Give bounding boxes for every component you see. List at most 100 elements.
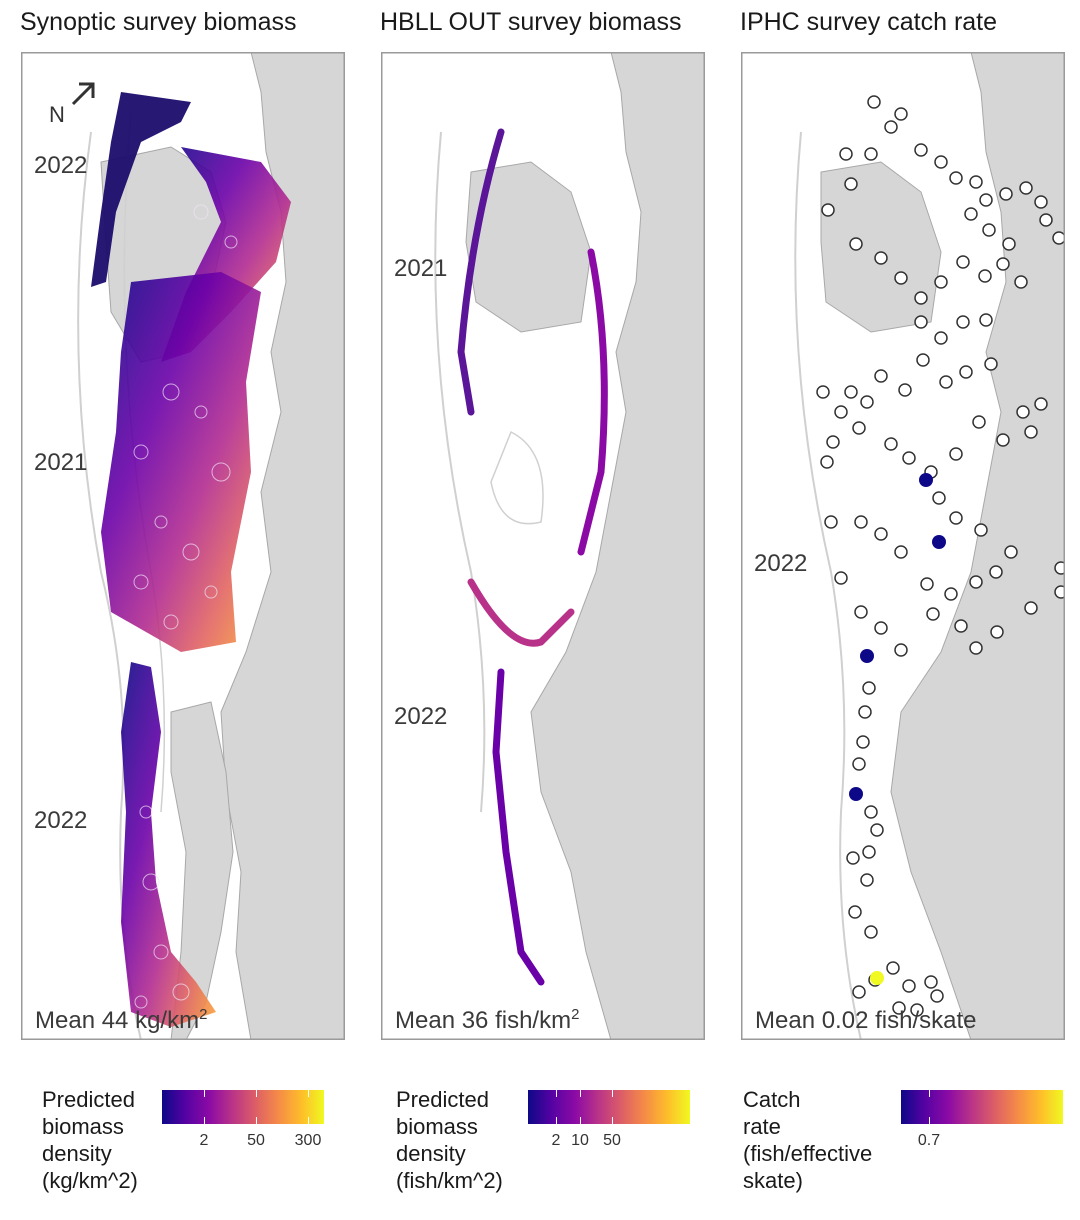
iphc-station-marker [884,437,898,451]
iphc-station-marker [1054,585,1065,599]
iphc-station-catch-marker [919,473,933,487]
iphc-station-marker [982,223,996,237]
colorbar-tick-mark [929,1117,930,1124]
iphc-station-marker [902,979,916,993]
iphc-station-marker [969,575,983,589]
map-panel-synoptic[interactable]: N 2022 2021 2022 Mean 44 kg/km2 [21,52,345,1040]
colorbar [162,1090,324,1124]
year-label: 2021 [34,449,88,476]
iphc-station-marker [898,383,912,397]
iphc-station-marker [902,451,916,465]
iphc-station-marker [974,523,988,537]
iphc-station-marker [932,491,946,505]
iphc-station-marker [864,805,878,819]
iphc-station-marker [944,587,958,601]
iphc-station-marker [996,257,1010,271]
iphc-station-marker [1034,397,1048,411]
iphc-station-marker [834,571,848,585]
iphc-station-marker [1052,231,1065,245]
colorbar-tick-mark [580,1117,581,1124]
iphc-station-marker [1014,275,1028,289]
iphc-station-marker [874,621,888,635]
iphc-station-catch-marker [849,787,863,801]
year-label: 2021 [394,255,448,282]
iphc-station-marker [848,905,862,919]
iphc-station-marker [1004,545,1018,559]
iphc-station-marker [839,147,853,161]
colorbar [901,1090,1063,1124]
iphc-station-marker [894,107,908,121]
legend-ticks: 0.7 [901,1086,1063,1156]
map-panel-hbll[interactable]: 2021 2022 Mean 36 fish/km2 [381,52,705,1040]
iphc-station-marker [999,187,1013,201]
survey-area-wcvi-2022 [121,662,216,1027]
iphc-station-marker [854,605,868,619]
iphc-station-marker [914,143,928,157]
iphc-station-marker [846,851,860,865]
iphc-station-marker [934,275,948,289]
iphc-station-marker [826,435,840,449]
iphc-station-marker [939,375,953,389]
map-panel-iphc[interactable]: 2022 Mean 0.02 fish/skate [741,52,1065,1040]
iphc-station-marker [854,515,868,529]
north-label: N [49,102,65,127]
land-haida-gwaii [820,161,942,333]
legend-title: Predicted biomass density (kg/km^2) [42,1087,138,1193]
iphc-station-marker [870,823,884,837]
iphc-station-marker [984,357,998,371]
iphc-station-marker [867,95,881,109]
iphc-station-catch-marker [870,971,884,985]
survey-area-north-2022 [91,92,191,287]
colorbar-tick-mark [612,1117,613,1124]
map-synoptic [21,52,345,1040]
iphc-station-marker [864,147,878,161]
iphc-station-catch-marker [932,535,946,549]
year-label: 2022 [394,703,448,730]
iphc-station-marker [1016,405,1030,419]
colorbar-tick-mark [929,1090,930,1097]
iphc-station-marker [874,251,888,265]
colorbar-tick-mark [308,1117,309,1124]
iphc-station-marker [934,155,948,169]
iphc-station-marker [874,527,888,541]
year-label: 2022 [754,550,808,577]
iphc-station-marker [1002,237,1016,251]
year-label: 2022 [34,152,88,179]
iphc-station-marker [856,735,870,749]
colorbar-tick-mark [204,1090,205,1097]
iphc-station-marker [1024,425,1038,439]
survey-track-mainland-north [577,248,608,556]
iphc-station-marker [989,565,1003,579]
mean-label: Mean 44 kg/km2 [35,1006,208,1034]
iphc-station-marker [956,255,970,269]
iphc-station-marker [886,961,900,975]
iphc-station-marker [849,237,863,251]
iphc-station-marker [979,313,993,327]
iphc-station-marker [916,353,930,367]
iphc-station-marker [934,331,948,345]
colorbar-tick-label: 10 [571,1132,589,1149]
iphc-station-marker [959,365,973,379]
iphc-station-marker [1024,601,1038,615]
panel-title-hbll: HBLL OUT survey biomass [380,8,682,36]
iphc-station-marker [979,193,993,207]
iphc-station-marker [954,619,968,633]
colorbar-tick-mark [256,1117,257,1124]
colorbar-tick-mark [612,1090,613,1097]
colorbar-tick-label: 0.7 [917,1132,941,1149]
iphc-station-marker [852,757,866,771]
iphc-station-catch-marker [860,649,874,663]
survey-area-qcs-2021 [101,272,261,652]
north-arrow: N [49,78,99,128]
colorbar-tick-mark [580,1090,581,1097]
iphc-station-marker [996,433,1010,447]
iphc-station-marker [862,681,876,695]
legend-title: Predicted biomass density (fish/km^2) [396,1087,503,1193]
legend-ticks: 2 10 50 [528,1086,690,1156]
iphc-station-marker [949,447,963,461]
iphc-station-marker [820,455,834,469]
survey-track-wcvi [492,668,545,986]
iphc-station-marker [1034,195,1048,209]
land-vancouver-island [170,701,234,1040]
iphc-station-marker [864,925,878,939]
